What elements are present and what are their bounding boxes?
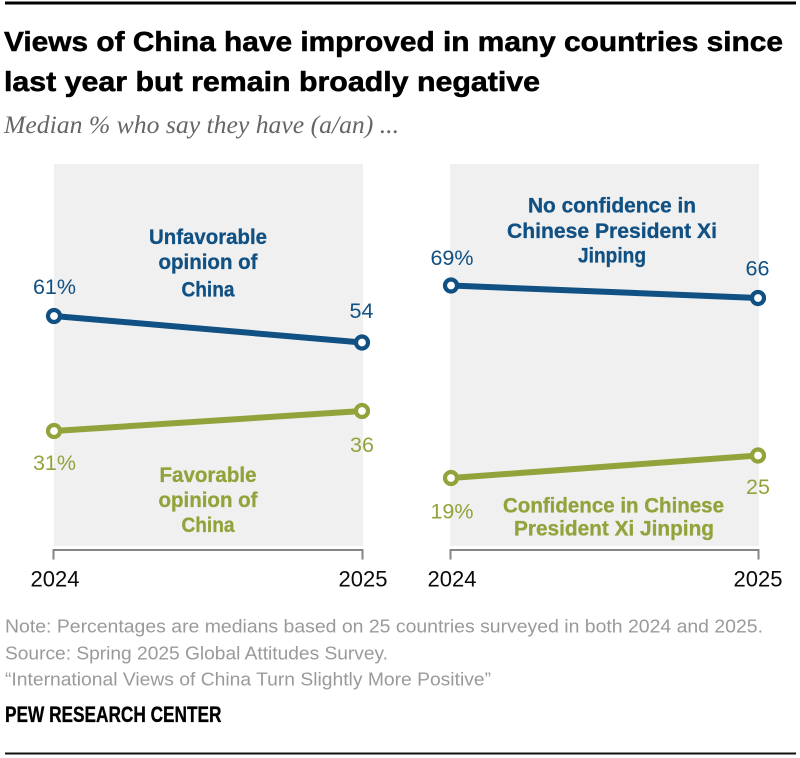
- svg-text:69%: 69%: [430, 246, 473, 270]
- svg-text:31%: 31%: [33, 451, 76, 475]
- svg-text:President Xi Jinping: President Xi Jinping: [514, 517, 714, 541]
- svg-text:Chinese President Xi: Chinese President Xi: [507, 219, 717, 243]
- svg-text:2025: 2025: [339, 567, 388, 592]
- svg-text:2024: 2024: [31, 567, 80, 592]
- svg-text:opinion of: opinion of: [159, 250, 259, 274]
- svg-text:Median % who say they have (a/: Median % who say they have (a/an) ...: [3, 112, 399, 139]
- svg-text:opinion of: opinion of: [159, 488, 259, 512]
- svg-text:Views of China have improved i: Views of China have improved in many cou…: [4, 26, 783, 57]
- svg-text:2024: 2024: [428, 567, 477, 592]
- svg-text:Jinping: Jinping: [578, 244, 646, 268]
- svg-text:China: China: [182, 278, 236, 302]
- svg-text:61%: 61%: [33, 275, 76, 299]
- svg-text:Confidence in Chinese: Confidence in Chinese: [503, 494, 724, 518]
- svg-text:Favorable: Favorable: [160, 463, 257, 487]
- svg-text:Unfavorable: Unfavorable: [149, 225, 267, 249]
- svg-text:36: 36: [350, 433, 374, 457]
- svg-text:66: 66: [746, 257, 770, 281]
- svg-text:Source: Spring 2025 Global Att: Source: Spring 2025 Global Attitudes Sur…: [5, 643, 388, 664]
- svg-text:19%: 19%: [430, 500, 473, 524]
- svg-text:Note: Percentages are medians: Note: Percentages are medians based on 2…: [5, 616, 763, 637]
- svg-text:PEW RESEARCH CENTER: PEW RESEARCH CENTER: [5, 702, 222, 727]
- svg-text:25: 25: [746, 475, 770, 499]
- svg-text:2025: 2025: [734, 567, 783, 592]
- svg-text:China: China: [182, 513, 236, 537]
- svg-text:54: 54: [350, 299, 374, 323]
- svg-text:No confidence in: No confidence in: [528, 194, 696, 218]
- svg-text:last year but remain broadly n: last year but remain broadly negative: [4, 66, 540, 97]
- svg-text:“International Views of China: “International Views of China Turn Sligh…: [5, 669, 491, 690]
